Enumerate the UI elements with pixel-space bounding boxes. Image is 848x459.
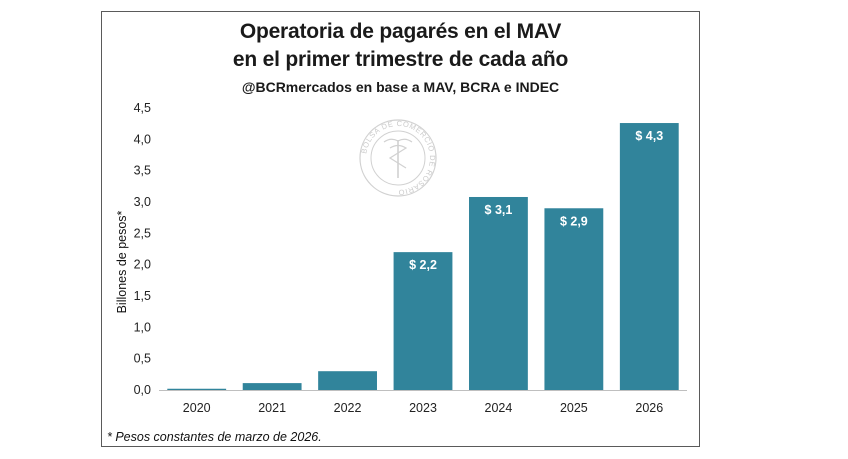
y-tick-label: 3,5 — [134, 164, 151, 178]
x-tick-label: 2021 — [258, 401, 286, 415]
y-axis: 0,0 0,5 1,0 1,5 2,0 2,5 3,0 3,5 4,0 4,5 — [134, 101, 151, 397]
y-tick-label: 0,5 — [134, 352, 151, 366]
y-tick-label: 1,5 — [134, 289, 151, 303]
bar-2022 — [318, 371, 377, 390]
y-axis-label: Billones de pesos* — [115, 210, 129, 313]
chart-frame: Operatoria de pagarés en el MAV en el pr… — [101, 11, 700, 447]
data-label-2024: $ 3,1 — [485, 203, 513, 217]
bar-2023 — [393, 252, 453, 390]
x-tick-label: 2022 — [334, 401, 362, 415]
chart-title-line1: Operatoria de pagarés en el MAV — [239, 20, 562, 43]
y-tick-label: 2,5 — [134, 226, 151, 240]
bar-chart: BOLSA DE COMERCIO DE ROSARIO Billones de… — [115, 101, 687, 415]
chart-title-line2: en el primer trimestre de cada año — [232, 48, 569, 71]
y-tick-label: 2,0 — [134, 258, 151, 272]
data-label-2026: $ 4,3 — [635, 129, 663, 143]
data-label-2023: $ 2,2 — [409, 258, 437, 272]
chart-source: @BCRmercados en base a MAV, BCRA e INDEC — [241, 79, 560, 95]
y-tick-label: 0,0 — [134, 383, 151, 397]
x-tick-label: 2026 — [635, 401, 663, 415]
watermark-seal-icon: BOLSA DE COMERCIO DE ROSARIO — [359, 119, 437, 197]
bar-2025 — [544, 208, 604, 390]
y-tick-label: 4,0 — [134, 132, 151, 146]
bar-2026 — [619, 123, 679, 390]
x-tick-label: 2024 — [485, 401, 513, 415]
bar-2020 — [167, 388, 227, 390]
x-axis: 2020 2021 2022 2023 2024 2025 2026 — [183, 401, 663, 415]
x-tick-label: 2023 — [409, 401, 437, 415]
y-tick-label: 4,5 — [134, 101, 151, 115]
bar-series: $ 2,2 $ 3,1 $ 2,9 $ 4,3 — [167, 123, 679, 390]
bar-2024 — [469, 196, 528, 390]
data-label-2025: $ 2,9 — [560, 214, 588, 228]
x-tick-label: 2025 — [560, 401, 588, 415]
x-tick-label: 2020 — [183, 401, 211, 415]
bar-2021 — [242, 383, 302, 390]
y-tick-label: 1,0 — [134, 320, 151, 334]
y-tick-label: 3,0 — [134, 195, 151, 209]
footnote: * Pesos constantes de marzo de 2026. — [107, 430, 322, 444]
